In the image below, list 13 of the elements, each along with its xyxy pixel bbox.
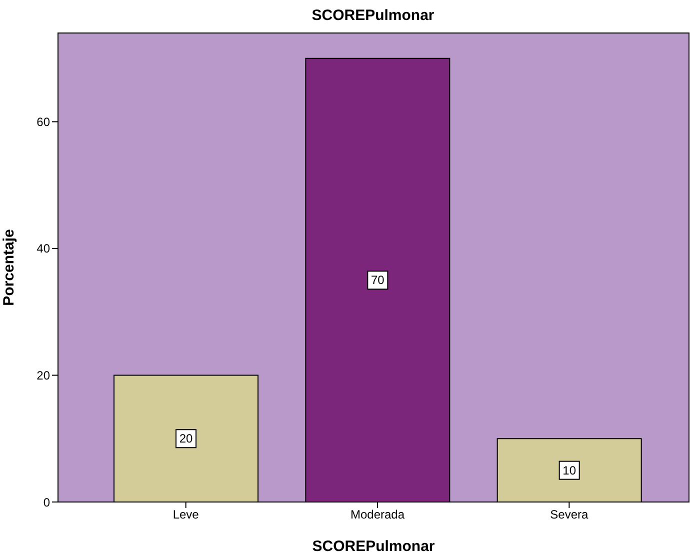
- data-label: 10: [562, 463, 576, 478]
- chart-title: SCOREPulmonar: [312, 7, 434, 24]
- y-tick-label: 20: [36, 368, 50, 383]
- x-tick-label: Leve: [172, 508, 200, 522]
- x-tick-label: Severa: [550, 508, 588, 522]
- y-axis-title: Porcentaje: [0, 229, 18, 306]
- x-tick-label: Moderada: [350, 508, 405, 522]
- y-tick-label: 0: [43, 495, 50, 510]
- data-label: 70: [370, 273, 385, 288]
- data-label: 20: [179, 432, 193, 446]
- y-tick-label: 60: [36, 114, 50, 129]
- x-axis-title: SCOREPulmonar: [312, 538, 435, 553]
- y-tick-label: 40: [36, 242, 50, 256]
